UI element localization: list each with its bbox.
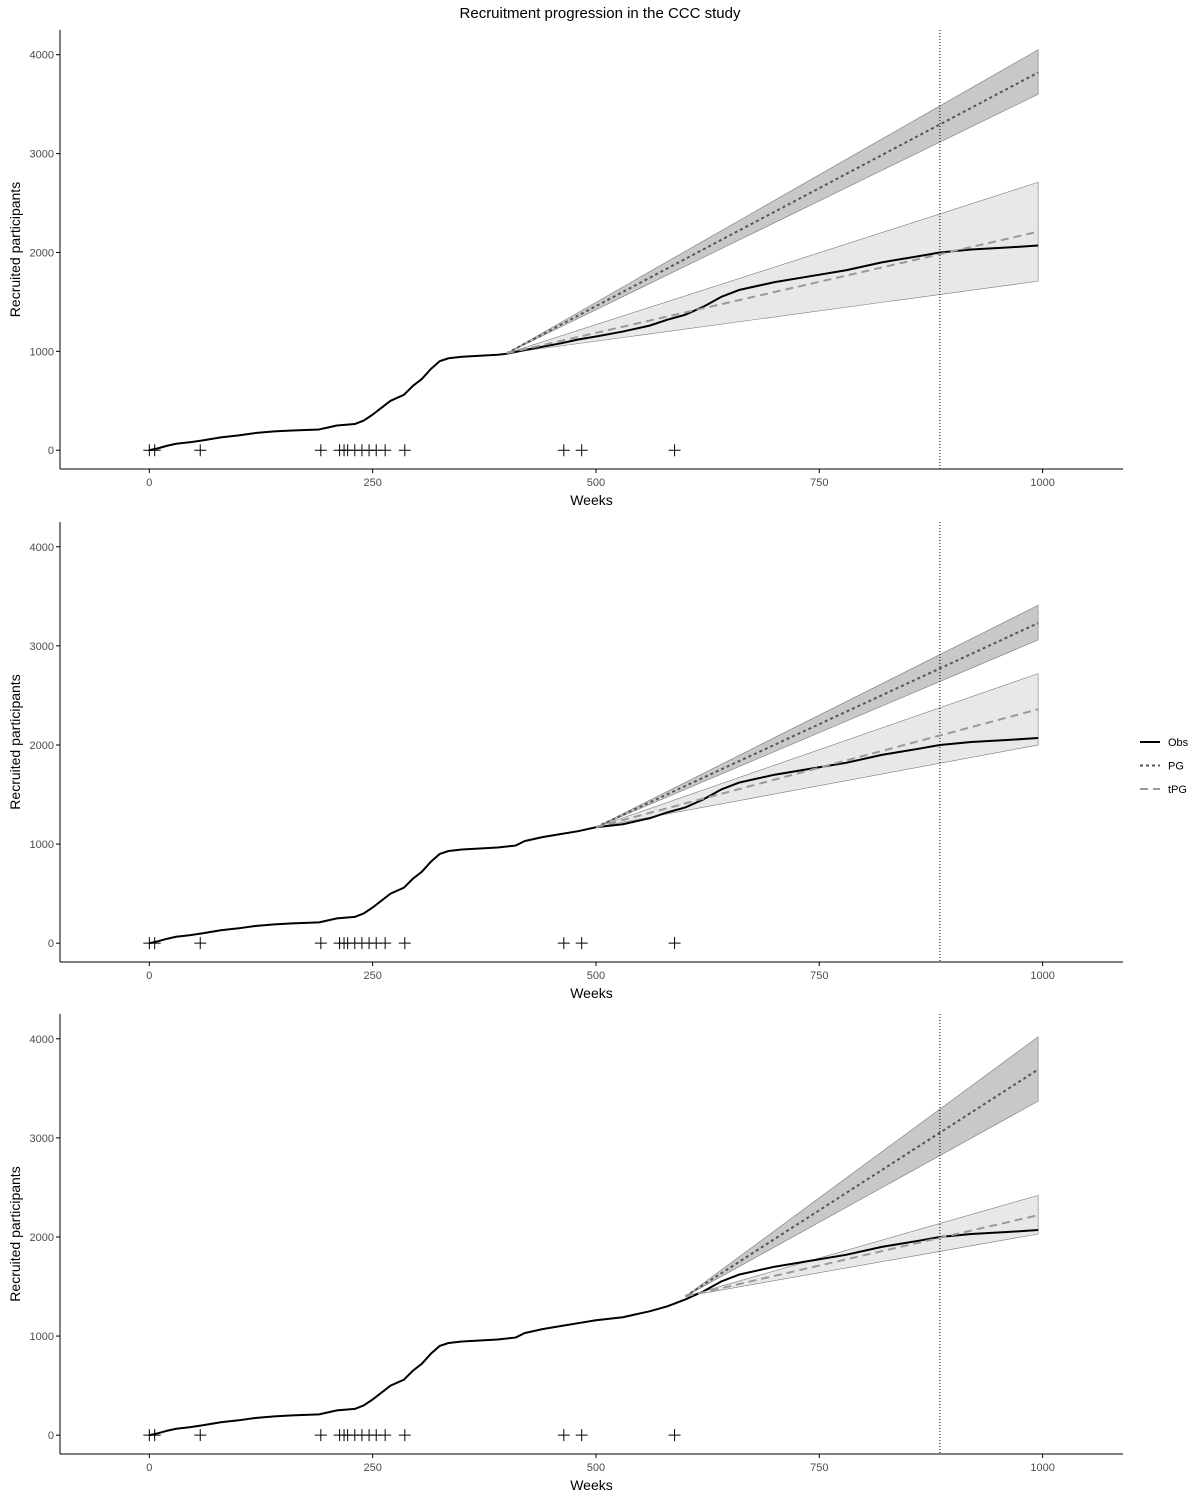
chart-panel-1: 0 250 500 750 1000 0 1000 2000 3000 4000 Weeks Recr… (7, 30, 1123, 508)
x-tick-label: 0 (146, 477, 152, 489)
x-tick-label: 1000 (1030, 1462, 1054, 1474)
series-line-pg (506, 71, 1039, 355)
series-line-pg (684, 1068, 1039, 1298)
series-line-obs (149, 244, 1039, 452)
series-line-tpg (685, 1214, 1039, 1298)
legend-label-tpg: tPG (1168, 784, 1187, 796)
x-tick-label: 0 (146, 970, 152, 982)
x-tick-label: 750 (810, 477, 828, 489)
event-marker (148, 937, 161, 950)
event-marker (194, 444, 207, 457)
event-marker (314, 444, 327, 457)
event-marker (557, 937, 570, 950)
event-marker (668, 937, 681, 950)
legend: Obs PG tPG (1140, 737, 1189, 796)
x-tick-label: 1000 (1030, 970, 1054, 982)
series-line-tpg (595, 708, 1039, 829)
x-tick-label: 750 (810, 970, 828, 982)
event-marker (557, 1429, 570, 1442)
event-marker (575, 937, 588, 950)
chart-title: Recruitment progression in the CCC study (460, 5, 741, 22)
y-tick-label: 1000 (30, 839, 54, 851)
x-axis-label: Weeks (570, 492, 613, 508)
event-marker (575, 1429, 588, 1442)
series-line-obs (149, 737, 1039, 945)
event-marker (379, 1429, 392, 1442)
y-tick-label: 2000 (30, 247, 54, 259)
chart-panels: 0 250 500 750 1000 0 1000 2000 3000 4000 Weeks Recr… (7, 30, 1123, 1493)
y-tick-label: 1000 (30, 346, 54, 358)
band-pg (595, 604, 1039, 828)
series-line-obs (149, 1229, 1039, 1437)
x-tick-label: 500 (587, 477, 605, 489)
legend-label-pg: PG (1168, 761, 1184, 773)
y-tick-label: 3000 (30, 1133, 54, 1145)
event-marker (557, 444, 570, 457)
x-tick-label: 0 (146, 1462, 152, 1474)
y-tick-label: 1000 (30, 1331, 54, 1343)
band-tpg (595, 673, 1039, 828)
event-marker (194, 937, 207, 950)
x-tick-label: 250 (363, 970, 381, 982)
band-tpg (685, 1194, 1039, 1297)
y-tick-label: 0 (48, 1430, 54, 1442)
event-marker (398, 937, 411, 950)
band-pg (685, 1036, 1039, 1297)
event-marker (398, 1429, 411, 1442)
y-tick-label: 3000 (30, 149, 54, 161)
y-tick-label: 0 (48, 938, 54, 950)
event-marker (379, 937, 392, 950)
y-tick-label: 3000 (30, 641, 54, 653)
legend-label-obs: Obs (1168, 737, 1189, 749)
event-marker (575, 444, 588, 457)
x-tick-label: 500 (587, 970, 605, 982)
y-tick-label: 4000 (30, 1034, 54, 1046)
y-tick-label: 4000 (30, 542, 54, 554)
event-marker (398, 444, 411, 457)
y-axis-label: Recruited participants (7, 1166, 23, 1301)
x-tick-label: 500 (587, 1462, 605, 1474)
event-marker (668, 1429, 681, 1442)
event-marker (148, 1429, 161, 1442)
y-tick-label: 2000 (30, 1232, 54, 1244)
event-marker (194, 1429, 207, 1442)
x-tick-label: 250 (363, 1462, 381, 1474)
y-tick-label: 2000 (30, 740, 54, 752)
y-tick-label: 4000 (30, 50, 54, 62)
event-marker (314, 937, 327, 950)
chart-panel-3: 0 250 500 750 1000 0 1000 2000 3000 4000 Weeks Recr… (7, 1014, 1123, 1493)
event-marker (668, 444, 681, 457)
band-tpg (506, 181, 1039, 354)
x-axis-label: Weeks (570, 1477, 613, 1493)
x-tick-label: 1000 (1030, 477, 1054, 489)
x-axis-label: Weeks (570, 985, 613, 1001)
y-tick-label: 0 (48, 445, 54, 457)
event-marker (314, 1429, 327, 1442)
x-tick-label: 750 (810, 1462, 828, 1474)
y-axis-label: Recruited participants (7, 182, 23, 317)
y-axis-label: Recruited participants (7, 674, 23, 809)
event-marker (379, 444, 392, 457)
band-pg (506, 49, 1039, 354)
x-tick-label: 250 (363, 477, 381, 489)
chart-panel-2: 0 250 500 750 1000 0 1000 2000 3000 4000 Weeks Recr… (7, 522, 1123, 1001)
event-marker (148, 444, 161, 457)
